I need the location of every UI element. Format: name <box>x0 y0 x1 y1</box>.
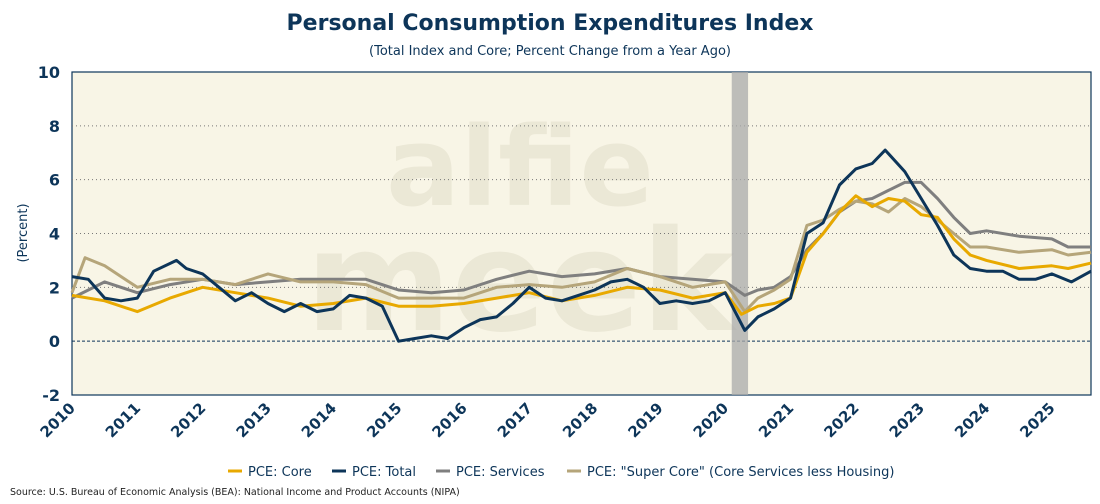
source-note: Source: U.S. Bureau of Economic Analysis… <box>10 487 460 498</box>
svg-text:alfie: alfie <box>386 103 654 231</box>
x-tick-label: 2014 <box>298 399 340 441</box>
plot-area <box>71 71 1092 396</box>
x-tick-label: 2023 <box>886 399 928 441</box>
x-tick-label: 2013 <box>233 399 275 441</box>
x-tick-label: 2019 <box>624 399 666 441</box>
x-tick-label: 2011 <box>102 399 144 441</box>
x-tick-label: 2021 <box>755 399 797 441</box>
x-tick-label: 2018 <box>559 399 601 441</box>
legend-label: PCE: Total <box>352 465 416 480</box>
series-line-1 <box>71 148 1092 343</box>
x-tick-label: 2022 <box>820 399 862 441</box>
y-tick-label: 6 <box>49 171 60 190</box>
chart-subtitle: (Total Index and Core; Percent Change fr… <box>369 44 731 59</box>
y-tick-label: 4 <box>49 225 60 244</box>
x-tick-label: 2017 <box>494 399 536 441</box>
y-axis-label: (Percent) <box>16 203 31 262</box>
x-tick-label: 2015 <box>363 399 405 441</box>
x-tick-label: 2016 <box>429 399 471 441</box>
x-tick-label: 2010 <box>37 399 79 441</box>
x-tick-label: 2025 <box>1016 399 1058 441</box>
y-tick-label: -2 <box>42 386 60 405</box>
x-tick-label: 2012 <box>167 399 209 441</box>
svg-text:meek: meek <box>306 201 738 364</box>
x-tick-label: 2024 <box>951 399 993 441</box>
x-tick-label: 2020 <box>690 399 732 441</box>
recession-band <box>731 72 749 395</box>
y-tick-label: 8 <box>49 117 60 136</box>
legend-label: PCE: Core <box>248 465 312 480</box>
y-tick-label: 0 <box>49 332 60 351</box>
watermark: alfie meek <box>306 103 738 364</box>
y-tick-label: 10 <box>38 63 60 82</box>
y-tick-label: 2 <box>49 278 60 297</box>
chart-title: Personal Consumption Expenditures Index <box>287 11 814 36</box>
legend-label: PCE: Services <box>456 465 545 480</box>
legend-label: PCE: "Super Core" (Core Services less Ho… <box>587 465 895 480</box>
